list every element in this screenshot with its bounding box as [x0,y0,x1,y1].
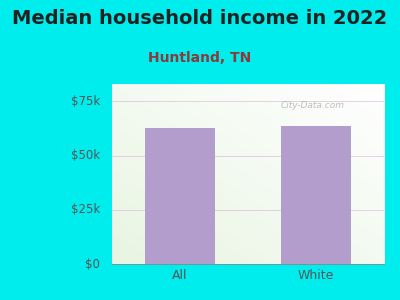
Bar [281,126,351,264]
Text: $0: $0 [85,257,100,271]
Text: $75k: $75k [71,95,100,108]
Text: $50k: $50k [71,149,100,162]
Text: Huntland, TN: Huntland, TN [148,51,252,65]
Text: City-Data.com: City-Data.com [281,101,345,110]
Bar [145,128,215,264]
Text: Median household income in 2022: Median household income in 2022 [12,9,388,28]
Text: $25k: $25k [71,203,100,216]
